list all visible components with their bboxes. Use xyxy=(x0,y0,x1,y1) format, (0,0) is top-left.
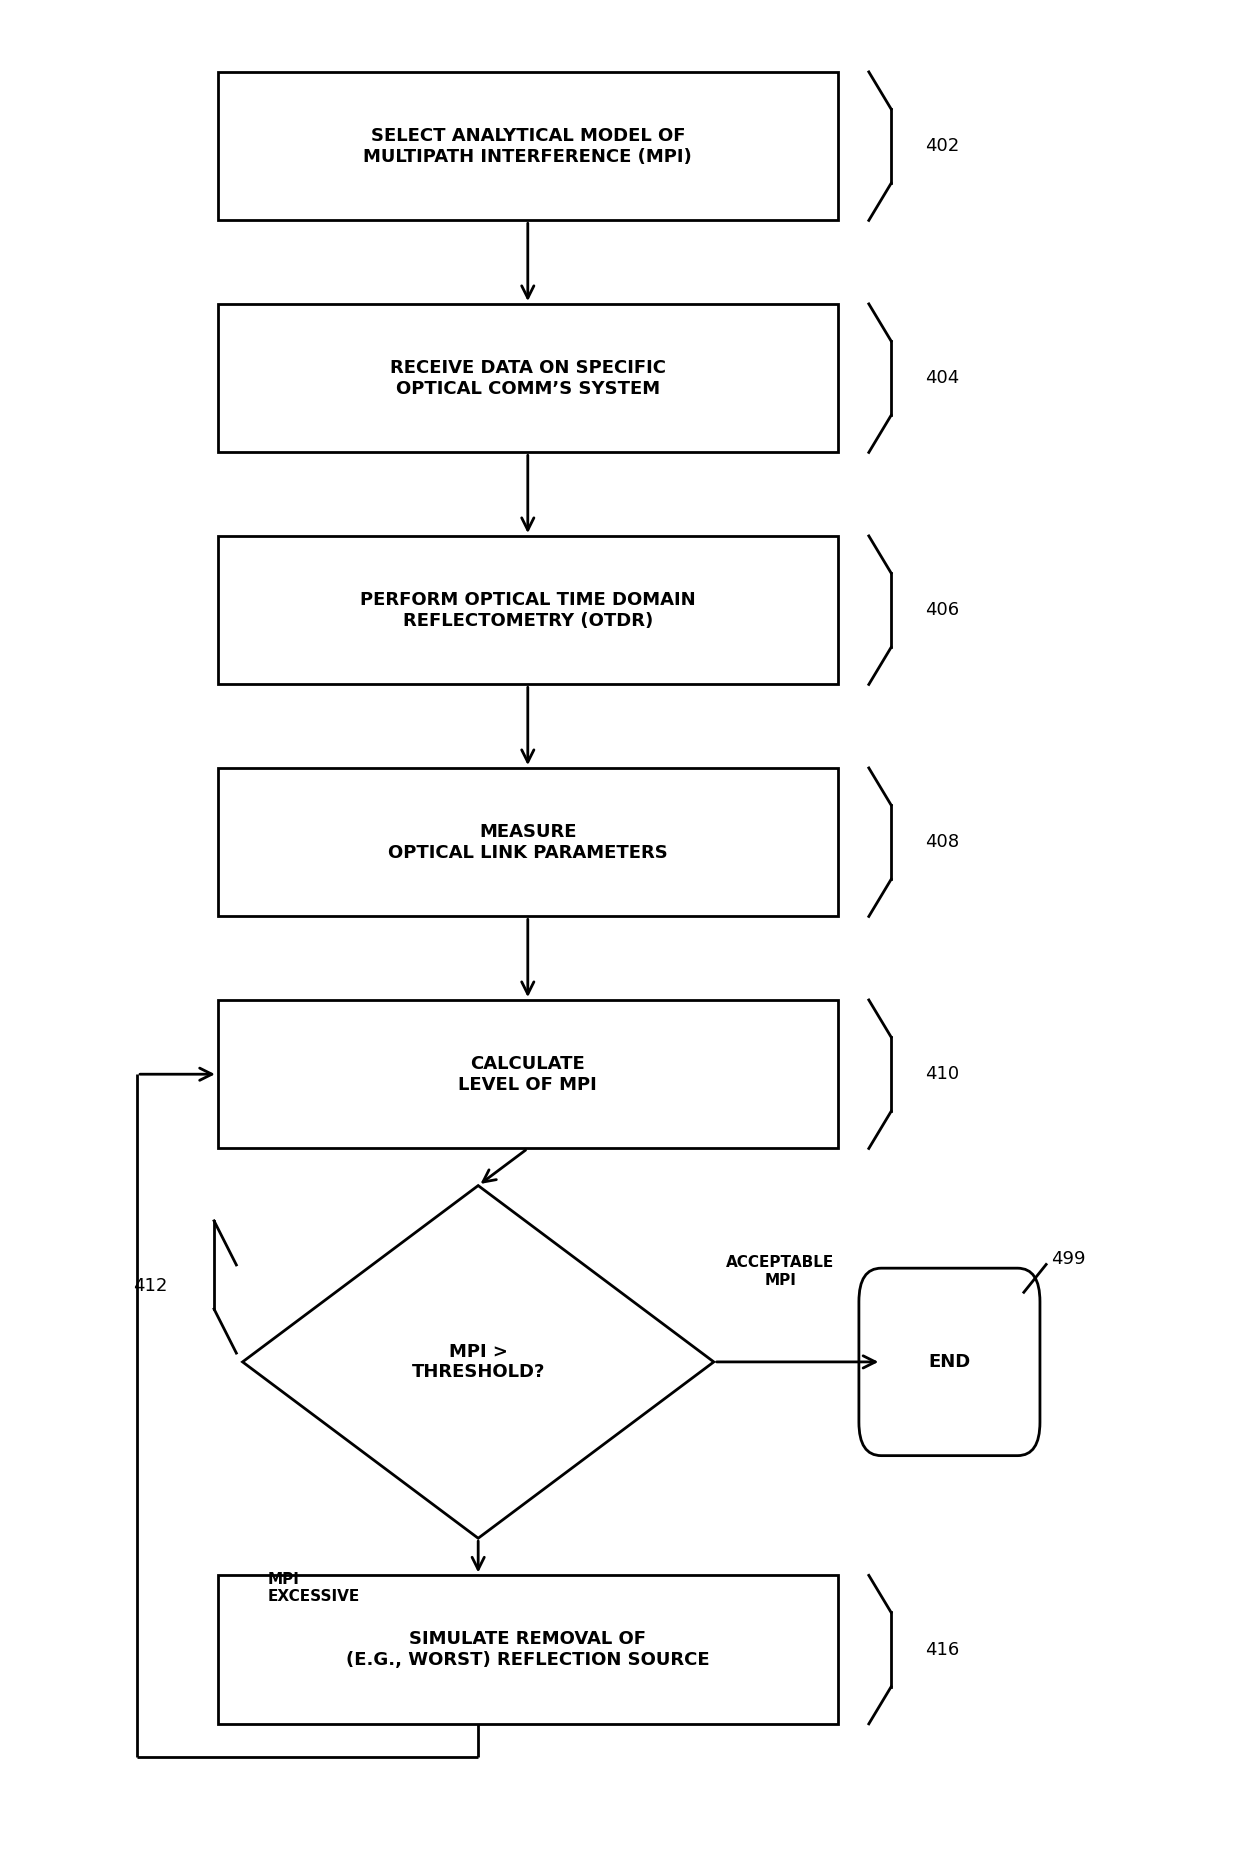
FancyBboxPatch shape xyxy=(218,537,838,684)
Text: 402: 402 xyxy=(924,137,959,155)
Text: 406: 406 xyxy=(924,600,959,619)
Text: PERFORM OPTICAL TIME DOMAIN
REFLECTOMETRY (OTDR): PERFORM OPTICAL TIME DOMAIN REFLECTOMETR… xyxy=(360,591,696,630)
Text: 416: 416 xyxy=(924,1640,959,1659)
FancyBboxPatch shape xyxy=(218,71,838,221)
Text: 410: 410 xyxy=(924,1066,959,1083)
Text: 404: 404 xyxy=(924,368,959,387)
Text: MPI
EXCESSIVE: MPI EXCESSIVE xyxy=(267,1571,360,1604)
Text: 412: 412 xyxy=(133,1277,168,1296)
FancyBboxPatch shape xyxy=(218,1000,838,1148)
Text: ACCEPTABLE
MPI: ACCEPTABLE MPI xyxy=(726,1255,834,1288)
Text: MEASURE
OPTICAL LINK PARAMETERS: MEASURE OPTICAL LINK PARAMETERS xyxy=(387,823,667,862)
Text: 408: 408 xyxy=(924,834,959,851)
FancyBboxPatch shape xyxy=(218,769,838,916)
Text: 499: 499 xyxy=(1051,1249,1086,1268)
Text: SIMULATE REMOVAL OF
(E.G., WORST) REFLECTION SOURCE: SIMULATE REMOVAL OF (E.G., WORST) REFLEC… xyxy=(346,1631,710,1670)
Text: CALCULATE
LEVEL OF MPI: CALCULATE LEVEL OF MPI xyxy=(459,1055,597,1094)
Text: MPI >
THRESHOLD?: MPI > THRESHOLD? xyxy=(411,1343,545,1382)
Polygon shape xyxy=(242,1186,714,1539)
FancyBboxPatch shape xyxy=(218,1575,838,1724)
FancyBboxPatch shape xyxy=(218,305,838,453)
Text: RECEIVE DATA ON SPECIFIC
OPTICAL COMM’S SYSTEM: RECEIVE DATA ON SPECIFIC OPTICAL COMM’S … xyxy=(390,359,666,398)
Text: END: END xyxy=(928,1352,971,1371)
FancyBboxPatch shape xyxy=(859,1268,1040,1455)
Text: SELECT ANALYTICAL MODEL OF
MULTIPATH INTERFERENCE (MPI): SELECT ANALYTICAL MODEL OF MULTIPATH INT… xyxy=(364,127,692,166)
